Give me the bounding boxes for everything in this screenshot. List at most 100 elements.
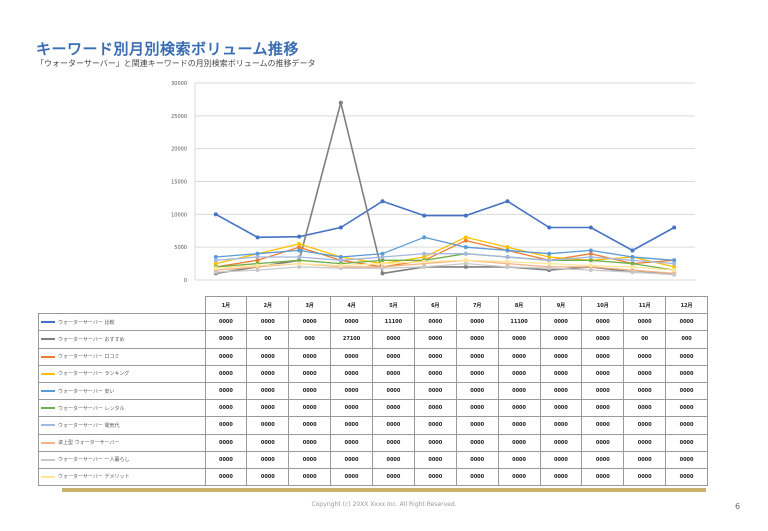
table-cell: 0000 [413,416,457,435]
table-row: ウォーターサーバー 一人暮らし 0000 0000 0000 0000 0000 0000 0… [38,450,708,469]
legend-entry: ウォーターサーバー 電気代 [38,416,206,435]
data-point [588,268,593,273]
data-point [422,264,427,269]
table-cell: 0000 [246,381,290,401]
data-point [380,255,385,260]
table-row: ウォーターサーバー 安い 0000 0000 0000 0000 0000 0000 0000… [38,381,708,401]
table-cell: 0000 [246,416,290,435]
y-tick-label: 30000 [171,81,187,87]
data-point [297,248,302,253]
legend-entry: ウォーターサーバー ランキング [38,364,206,383]
data-point [463,261,468,266]
table-cell: 0000 [372,381,415,401]
table-cell: 0000 [497,467,541,487]
legend-entry: 卓上型 ウォーターサーバー [38,433,206,452]
table-cell: 0000 [539,416,583,435]
y-tick-label: 0 [184,278,187,284]
table-cell: 0000 [288,433,332,452]
legend-swatch [41,372,55,375]
legend-swatch [41,390,55,393]
data-point [588,225,593,230]
table-cell: 0000 [288,467,332,487]
data-point [255,258,260,263]
table-cell: 0000 [372,364,415,383]
legend-entry: ウォーターサーバー レンタル [38,399,206,418]
table-cell: 0000 [455,347,499,366]
table-cell: 0000 [497,416,541,435]
data-point [630,258,635,263]
slide-subtitle: 「ウォーターサーバー」と関連キーワードの月別検索ボリュームの推移データ [36,59,316,68]
table-cell: 0000 [372,416,415,435]
table-row: ウォーターサーバー 電気代 0000 0000 0000 0000 0000 0000 000… [38,416,708,435]
table-cell: 0000 [288,313,332,332]
table-cell: 0000 [665,450,708,469]
table-cell: 0000 [413,467,457,487]
table-cell: 0000 [497,433,541,452]
data-point [380,251,385,256]
legend-entry: ウォーターサーバー おすすめ [38,330,206,349]
data-point [630,264,635,269]
table-cell: 0000 [246,450,290,469]
data-point [338,255,343,260]
table-cell: 0000 [623,313,667,332]
data-point [588,251,593,256]
data-point [380,266,385,271]
data-point [338,100,343,105]
table-cell: 0000 [455,364,499,383]
table-cell: 0000 [246,347,290,366]
table-cell: 27100 [330,330,373,349]
series-line [215,239,675,268]
legend-label: ウォーターサーバー デメリット [58,474,130,481]
table-cell: 0000 [665,416,708,435]
legend-label: ウォーターサーバー 電気代 [58,422,120,429]
table-cell: 0000 [330,313,373,332]
table-cell: 0000 [623,364,667,383]
table-cell: 000 [288,330,332,349]
data-point [380,258,385,263]
table-header-row: 1月 2月 3月 4月 5月 6月 7月 8月 9月 10月 11月 12月 [38,295,708,315]
data-point [630,261,635,266]
legend-swatch [41,355,55,358]
data-point [422,259,427,264]
table-cell: 0000 [623,450,667,469]
data-point [588,263,593,268]
data-point [547,251,552,256]
table-cell: 0000 [204,347,248,366]
data-point [463,245,468,250]
table-cell: 0000 [497,364,541,383]
table-cell: 0000 [288,347,332,366]
data-point [672,258,677,263]
table-cell: 0000 [539,313,583,332]
table-cell: 0000 [455,433,499,452]
data-point [422,213,427,218]
y-tick-label: 5000 [174,245,187,251]
data-point [213,261,218,266]
table-cell: 0000 [497,399,541,418]
data-point [380,199,385,204]
data-point [338,263,343,268]
table-cell: 0000 [413,450,457,469]
data-point [547,258,552,263]
table-cell: 0000 [413,433,457,452]
data-point [505,255,510,260]
y-tick-label: 20000 [171,147,187,153]
data-point [255,235,260,240]
data-point [297,261,302,266]
table-row: ウォーターサーバー ランキング 0000 0000 0000 0000 0000 0000 0… [38,364,708,383]
x-tick-label: 4月 [330,295,373,315]
table-cell: 0000 [665,364,708,383]
y-tick-label: 15000 [171,180,187,186]
data-point [213,212,218,217]
table-cell: 0000 [455,399,499,418]
data-point [672,261,677,266]
table-cell: 0000 [665,467,708,487]
table-cell: 0000 [288,399,332,418]
table-cell: 0000 [372,347,415,366]
table-cell: 0000 [539,381,583,401]
table-cell: 0000 [330,450,373,469]
table-cell: 0000 [288,364,332,383]
table-cell: 0000 [246,433,290,452]
table-cell: 00 [246,330,290,349]
table-cell: 0000 [497,450,541,469]
series-line [215,262,675,276]
